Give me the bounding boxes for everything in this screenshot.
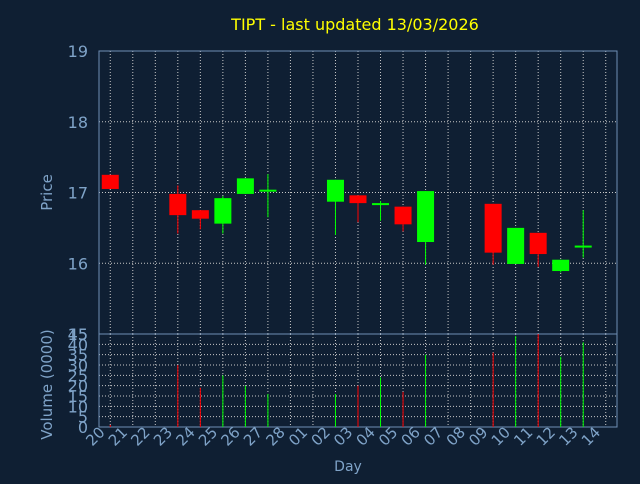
candle-10 <box>507 227 525 264</box>
price-tick-label: 16 <box>68 254 88 273</box>
volume-tick-label: 0 <box>78 418 88 437</box>
price-tick-label: 15 <box>68 325 88 344</box>
candle-02 <box>326 179 344 235</box>
volume-tick-label: 35 <box>68 346 88 365</box>
volume-panel: 0510152025303540452021222324252627280102… <box>68 325 618 450</box>
candle-body <box>372 203 390 206</box>
candle-20 <box>101 174 119 189</box>
candle-body <box>191 210 209 219</box>
price-panel: 15 16 17 18 19 <box>68 42 618 344</box>
candle-body <box>259 189 277 192</box>
candle-body <box>326 179 344 202</box>
candle-06 <box>417 191 435 265</box>
x-axis-label: Day <box>334 459 362 475</box>
volume-tick-label: 45 <box>68 325 88 344</box>
candle-body <box>529 232 547 255</box>
volume-tick-label: 5 <box>78 408 88 427</box>
candle-27 <box>259 174 277 218</box>
volume-tick-label: 20 <box>68 377 88 396</box>
volume-tick-label: 30 <box>68 356 88 375</box>
candle-09 <box>484 203 502 265</box>
candle-body <box>236 178 254 194</box>
candle-25 <box>214 196 232 234</box>
candle-24 <box>191 210 209 230</box>
candle-03 <box>349 195 367 223</box>
candle-11 <box>529 232 547 267</box>
chart-title: TIPT - last updated 13/03/2026 <box>230 15 479 34</box>
candle-body <box>349 195 367 204</box>
candle-body <box>507 227 525 264</box>
candle-body <box>214 198 232 224</box>
candle-body <box>394 206 412 225</box>
candle-body <box>574 245 592 248</box>
volume-tick-label: 10 <box>68 397 88 416</box>
volume-tick-label: 40 <box>68 335 88 354</box>
candle-26 <box>236 178 254 194</box>
price-tick-label: 18 <box>68 113 88 132</box>
volume-axis-label: Volume (0000) <box>38 329 56 439</box>
volume-tick-label: 15 <box>68 387 88 406</box>
price-grid <box>99 50 617 335</box>
candle-body <box>552 259 570 272</box>
candle-23 <box>169 185 187 234</box>
price-axis-label: Price <box>38 174 56 211</box>
price-tick-label: 19 <box>68 42 88 61</box>
candle-body <box>101 174 119 189</box>
candle-13 <box>574 210 592 258</box>
candle-body <box>484 203 502 253</box>
price-tick-label: 17 <box>68 184 88 203</box>
volume-tick-label: 25 <box>68 366 88 385</box>
candle-body <box>417 191 435 243</box>
candle-05 <box>394 206 412 232</box>
candle-04 <box>372 200 390 221</box>
candle-12 <box>552 259 570 273</box>
candle-body <box>169 193 187 216</box>
